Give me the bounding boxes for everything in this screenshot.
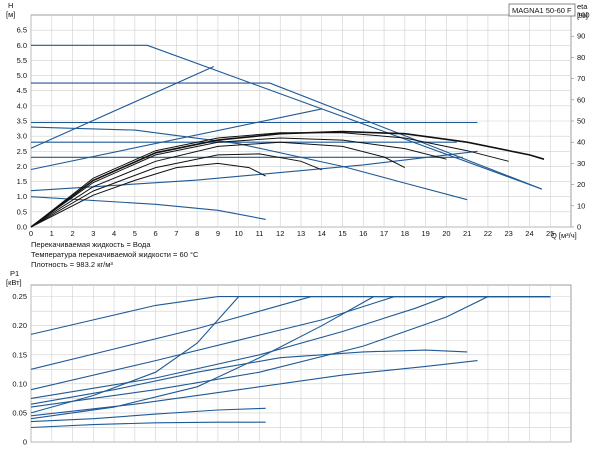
- y2-tick-label: 20: [577, 180, 585, 189]
- y-tick-label: 0.10: [12, 379, 27, 388]
- y-tick-label: 6.5: [17, 26, 27, 35]
- y-axis-unit-power: [кВт]: [6, 278, 22, 287]
- head-curve-8: [30, 108, 322, 171]
- x-tick-label: 5: [133, 229, 137, 238]
- head-curve-6: [30, 126, 468, 201]
- y2-tick-label: 30: [577, 159, 585, 168]
- head-curve-9: [30, 150, 478, 192]
- y-tick-label: 0.20: [12, 321, 27, 330]
- y2-axis-unit-eta: [%]: [577, 11, 588, 20]
- x-tick-label: 24: [525, 229, 533, 238]
- efficiency-curve-3: [30, 137, 447, 228]
- model-name: MAGNA1 50-60 F: [512, 6, 572, 15]
- y2-tick-label: 100: [577, 11, 590, 20]
- power-plot: 0 0.05 0.10 0.15 0.20 0.25: [12, 284, 572, 447]
- y2-tick-label: 40: [577, 138, 585, 147]
- x-tick-label: 6: [154, 229, 158, 238]
- x-tick-label: 1: [50, 229, 54, 238]
- x-tick-label: 10: [235, 229, 243, 238]
- x-tick-label: 16: [359, 229, 367, 238]
- y-tick-label: 0.25: [12, 292, 27, 301]
- y-axis-label-head: H: [8, 1, 13, 10]
- efficiency-curve-6: [30, 162, 266, 228]
- y2-tick-label: 90: [577, 32, 585, 41]
- x-tick-label: 20: [442, 229, 450, 238]
- x-tick-label: 18: [401, 229, 409, 238]
- y2-tick-label: 0: [577, 223, 581, 232]
- power-curve-10: [30, 407, 266, 423]
- y-tick-label: 0: [23, 438, 27, 447]
- y-axis-unit-head: [м]: [6, 10, 15, 19]
- y2-axis-label-eta: eta: [577, 2, 588, 11]
- y-tick-label: 0.05: [12, 408, 27, 417]
- y-tick-label: 1.5: [17, 177, 27, 186]
- x-tick-label: 22: [484, 229, 492, 238]
- x-tick-label: 3: [91, 229, 95, 238]
- y-tick-label: 2.0: [17, 162, 27, 171]
- head-curve-2: [31, 82, 543, 190]
- x-tick-label: 8: [195, 229, 199, 238]
- x-tick-label: 13: [297, 229, 305, 238]
- power-curve-7: [30, 296, 551, 420]
- y2-tick-label: 80: [577, 53, 585, 62]
- y-tick-label: 2.5: [17, 147, 27, 156]
- y-tick-label: 6.0: [17, 41, 27, 50]
- head-efficiency-plot: 0 1 2 3 4 5 6 7 8 9 10 11 12 13 14 15 16 17 18 19 20 21 22 23 24…: [17, 11, 590, 239]
- fluid-note: Перекачиваемая жидкость = Вода: [31, 240, 151, 249]
- y-axis-label-power: P1: [10, 269, 19, 278]
- efficiency-curve-4: [30, 141, 406, 228]
- y2-tick-label: 10: [577, 201, 585, 210]
- y-tick-label: 3.0: [17, 132, 27, 141]
- x-tick-label: 23: [505, 229, 513, 238]
- x-tick-label: 11: [256, 229, 264, 238]
- power-curve-8: [30, 349, 468, 405]
- y-tick-label: 5.5: [17, 56, 27, 65]
- efficiency-curve-2: [30, 132, 509, 228]
- y2-tick-label: 60: [577, 95, 585, 104]
- temperature-note: Температура перекачиваемой жидкости = 60…: [31, 250, 199, 259]
- x-tick-label: 7: [174, 229, 178, 238]
- x-tick-label: 12: [276, 229, 284, 238]
- x-tick-label: 9: [216, 229, 220, 238]
- head-curve-10: [30, 196, 266, 220]
- x-tick-label: 21: [463, 229, 471, 238]
- y-tick-label: 4.0: [17, 101, 27, 110]
- head-curve-1: [31, 44, 543, 190]
- y-tick-label: 3.5: [17, 117, 27, 126]
- y2-tick-label: 50: [577, 117, 585, 126]
- x-tick-label: 15: [338, 229, 346, 238]
- model-label: MAGNA1 50-60 F: [508, 3, 576, 17]
- y-tick-label: 0.5: [17, 207, 27, 216]
- x-tick-label: 19: [421, 229, 429, 238]
- power-curve-9: [30, 360, 478, 417]
- x-axis-label: Q [м³/ч]: [551, 231, 577, 240]
- density-note: Плотность = 983.2 кг/м³: [31, 260, 113, 269]
- power-curve-6: [30, 296, 551, 414]
- y-tick-label: 5.0: [17, 71, 27, 80]
- y-tick-label: 4.5: [17, 86, 27, 95]
- y2-tick-label: 70: [577, 74, 585, 83]
- x-tick-label: 25: [546, 229, 554, 238]
- y-tick-label: 1.0: [17, 192, 27, 201]
- efficiency-curve-5: [30, 153, 322, 228]
- x-tick-label: 14: [318, 229, 326, 238]
- power-curve-11: [30, 421, 266, 429]
- y-tick-label: 0.0: [17, 223, 27, 232]
- x-tick-label: 17: [380, 229, 388, 238]
- x-tick-label: 0: [29, 229, 33, 238]
- head-curve-7: [30, 65, 215, 149]
- y-tick-label: 0.15: [12, 350, 27, 359]
- x-tick-label: 2: [70, 229, 74, 238]
- x-tick-label: 4: [112, 229, 116, 238]
